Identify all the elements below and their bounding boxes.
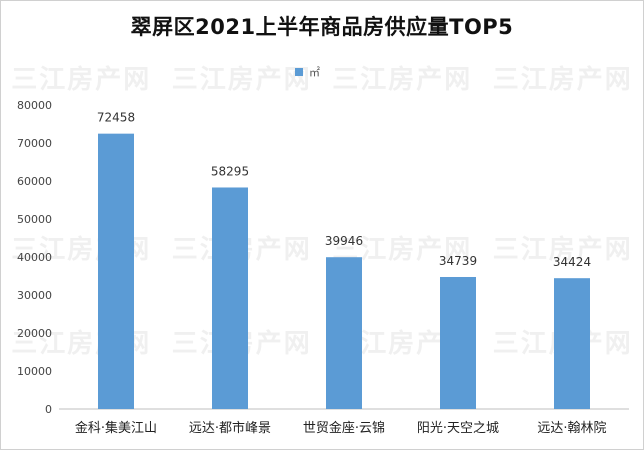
- x-tick-label: 阳光·天空之城: [417, 421, 499, 436]
- data-label: 58295: [211, 164, 249, 178]
- y-tick-label: 0: [45, 403, 52, 416]
- x-tick-label: 金科·集美江山: [75, 420, 157, 436]
- chart-legend: ㎡: [295, 64, 320, 80]
- y-tick-label: 80000: [17, 99, 52, 112]
- y-tick-label: 60000: [17, 175, 52, 188]
- x-tick-label: 远达·翰林院: [537, 421, 606, 436]
- y-tick-label: 40000: [17, 251, 52, 264]
- bar: [212, 187, 248, 409]
- x-tick-label: 远达·都市峰景: [189, 420, 271, 436]
- data-label: 34739: [439, 254, 477, 268]
- y-tick-label: 30000: [17, 289, 52, 302]
- bar: [98, 133, 134, 409]
- bar: [326, 257, 362, 409]
- y-tick-label: 50000: [17, 213, 52, 226]
- data-label: 34424: [553, 255, 591, 269]
- y-tick-label: 70000: [17, 137, 52, 150]
- chart-title: 翠屏区2021上半年商品房供应量TOP5: [130, 15, 514, 39]
- bar: [554, 278, 590, 409]
- y-tick-label: 20000: [17, 327, 52, 340]
- bar: [440, 276, 476, 409]
- data-label: 39946: [325, 234, 363, 248]
- x-tick-label: 世贸金座·云锦: [303, 420, 385, 436]
- data-label: 72458: [97, 111, 135, 125]
- legend-swatch: [295, 68, 303, 76]
- y-tick-label: 10000: [17, 365, 52, 378]
- legend-label: ㎡: [309, 66, 320, 79]
